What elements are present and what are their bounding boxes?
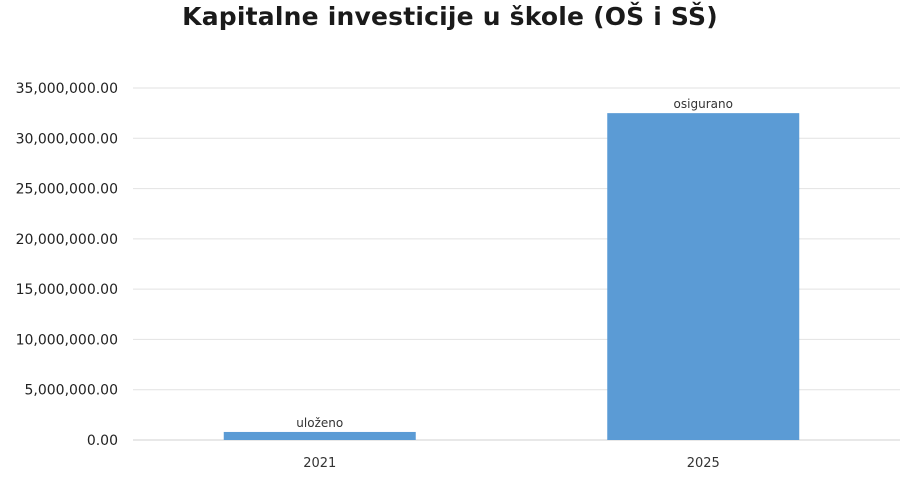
y-tick-label: 25,000,000.00	[16, 182, 118, 198]
y-tick-label: 20,000,000.00	[16, 232, 118, 248]
bar-2025	[607, 113, 800, 441]
y-tick-label: 10,000,000.00	[16, 332, 118, 348]
y-tick-label: 35,000,000.00	[16, 81, 118, 97]
x-tick-label: 2025	[687, 456, 720, 471]
chart-title: Kapitalne investicije u škole (OŠ i SŠ)	[182, 2, 718, 31]
bar-2021	[223, 431, 416, 440]
x-tick-label: 2021	[303, 456, 336, 471]
y-tick-label: 5,000,000.00	[24, 383, 118, 399]
y-tick-label: 15,000,000.00	[16, 282, 118, 298]
data-label: osigurano	[674, 97, 733, 111]
data-label: uloženo	[296, 416, 343, 430]
y-tick-label: 0.00	[87, 433, 118, 449]
y-tick-label: 30,000,000.00	[16, 131, 118, 147]
